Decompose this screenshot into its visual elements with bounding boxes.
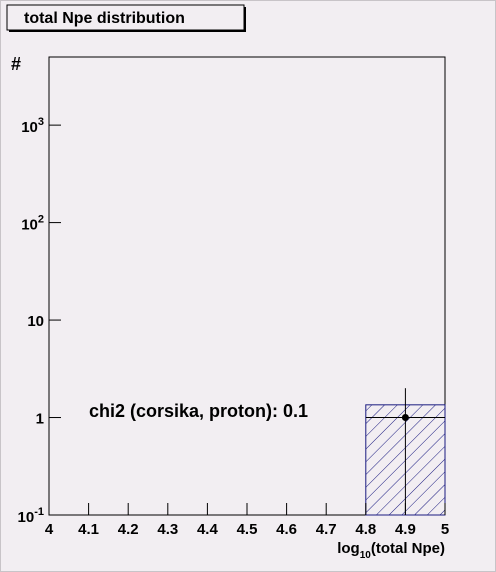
x-tick-label: 4.8	[355, 521, 376, 538]
x-tick-label: 4.5	[237, 521, 258, 538]
x-label-subscript: 10	[360, 550, 372, 561]
data-point	[401, 414, 409, 422]
x-label-text: log	[337, 540, 360, 557]
y-tick-exponent: 2	[38, 214, 44, 226]
x-tick-label: 4.9	[395, 521, 416, 538]
x-tick-label: 5	[441, 521, 449, 538]
x-tick-label: 4.7	[316, 521, 337, 538]
y-tick-label: 102	[21, 214, 44, 234]
y-tick-exponent: -1	[34, 506, 44, 518]
y-tick-label: 10-1	[18, 506, 44, 526]
y-tick-exponent: 3	[38, 116, 44, 128]
annotation: chi2 (corsika, proton): 0.1	[89, 401, 308, 421]
plot	[48, 56, 446, 516]
x-axis-label: log10(total Npe)	[337, 540, 445, 561]
x-label-suffix: (total Npe)	[371, 540, 445, 557]
y-tick-label: 10	[27, 313, 44, 330]
x-tick-label: 4	[45, 521, 54, 538]
y-tick-label: 1	[36, 411, 44, 428]
chart-title: total Npe distribution	[24, 10, 185, 27]
y-tick-base: 10	[18, 509, 35, 526]
title-box	[6, 4, 245, 31]
x-tick-label: 4.3	[157, 521, 178, 538]
y-tick-base: 10	[21, 217, 38, 234]
x-tick-label: 4.4	[197, 521, 219, 538]
x-tick-label: 4.6	[276, 521, 297, 538]
x-tick-label: 4.1	[78, 521, 99, 538]
x-tick-label: 4.2	[118, 521, 139, 538]
y-axis-label: #	[11, 54, 21, 74]
y-tick-label: 103	[21, 116, 44, 136]
y-tick-base: 10	[21, 119, 38, 136]
